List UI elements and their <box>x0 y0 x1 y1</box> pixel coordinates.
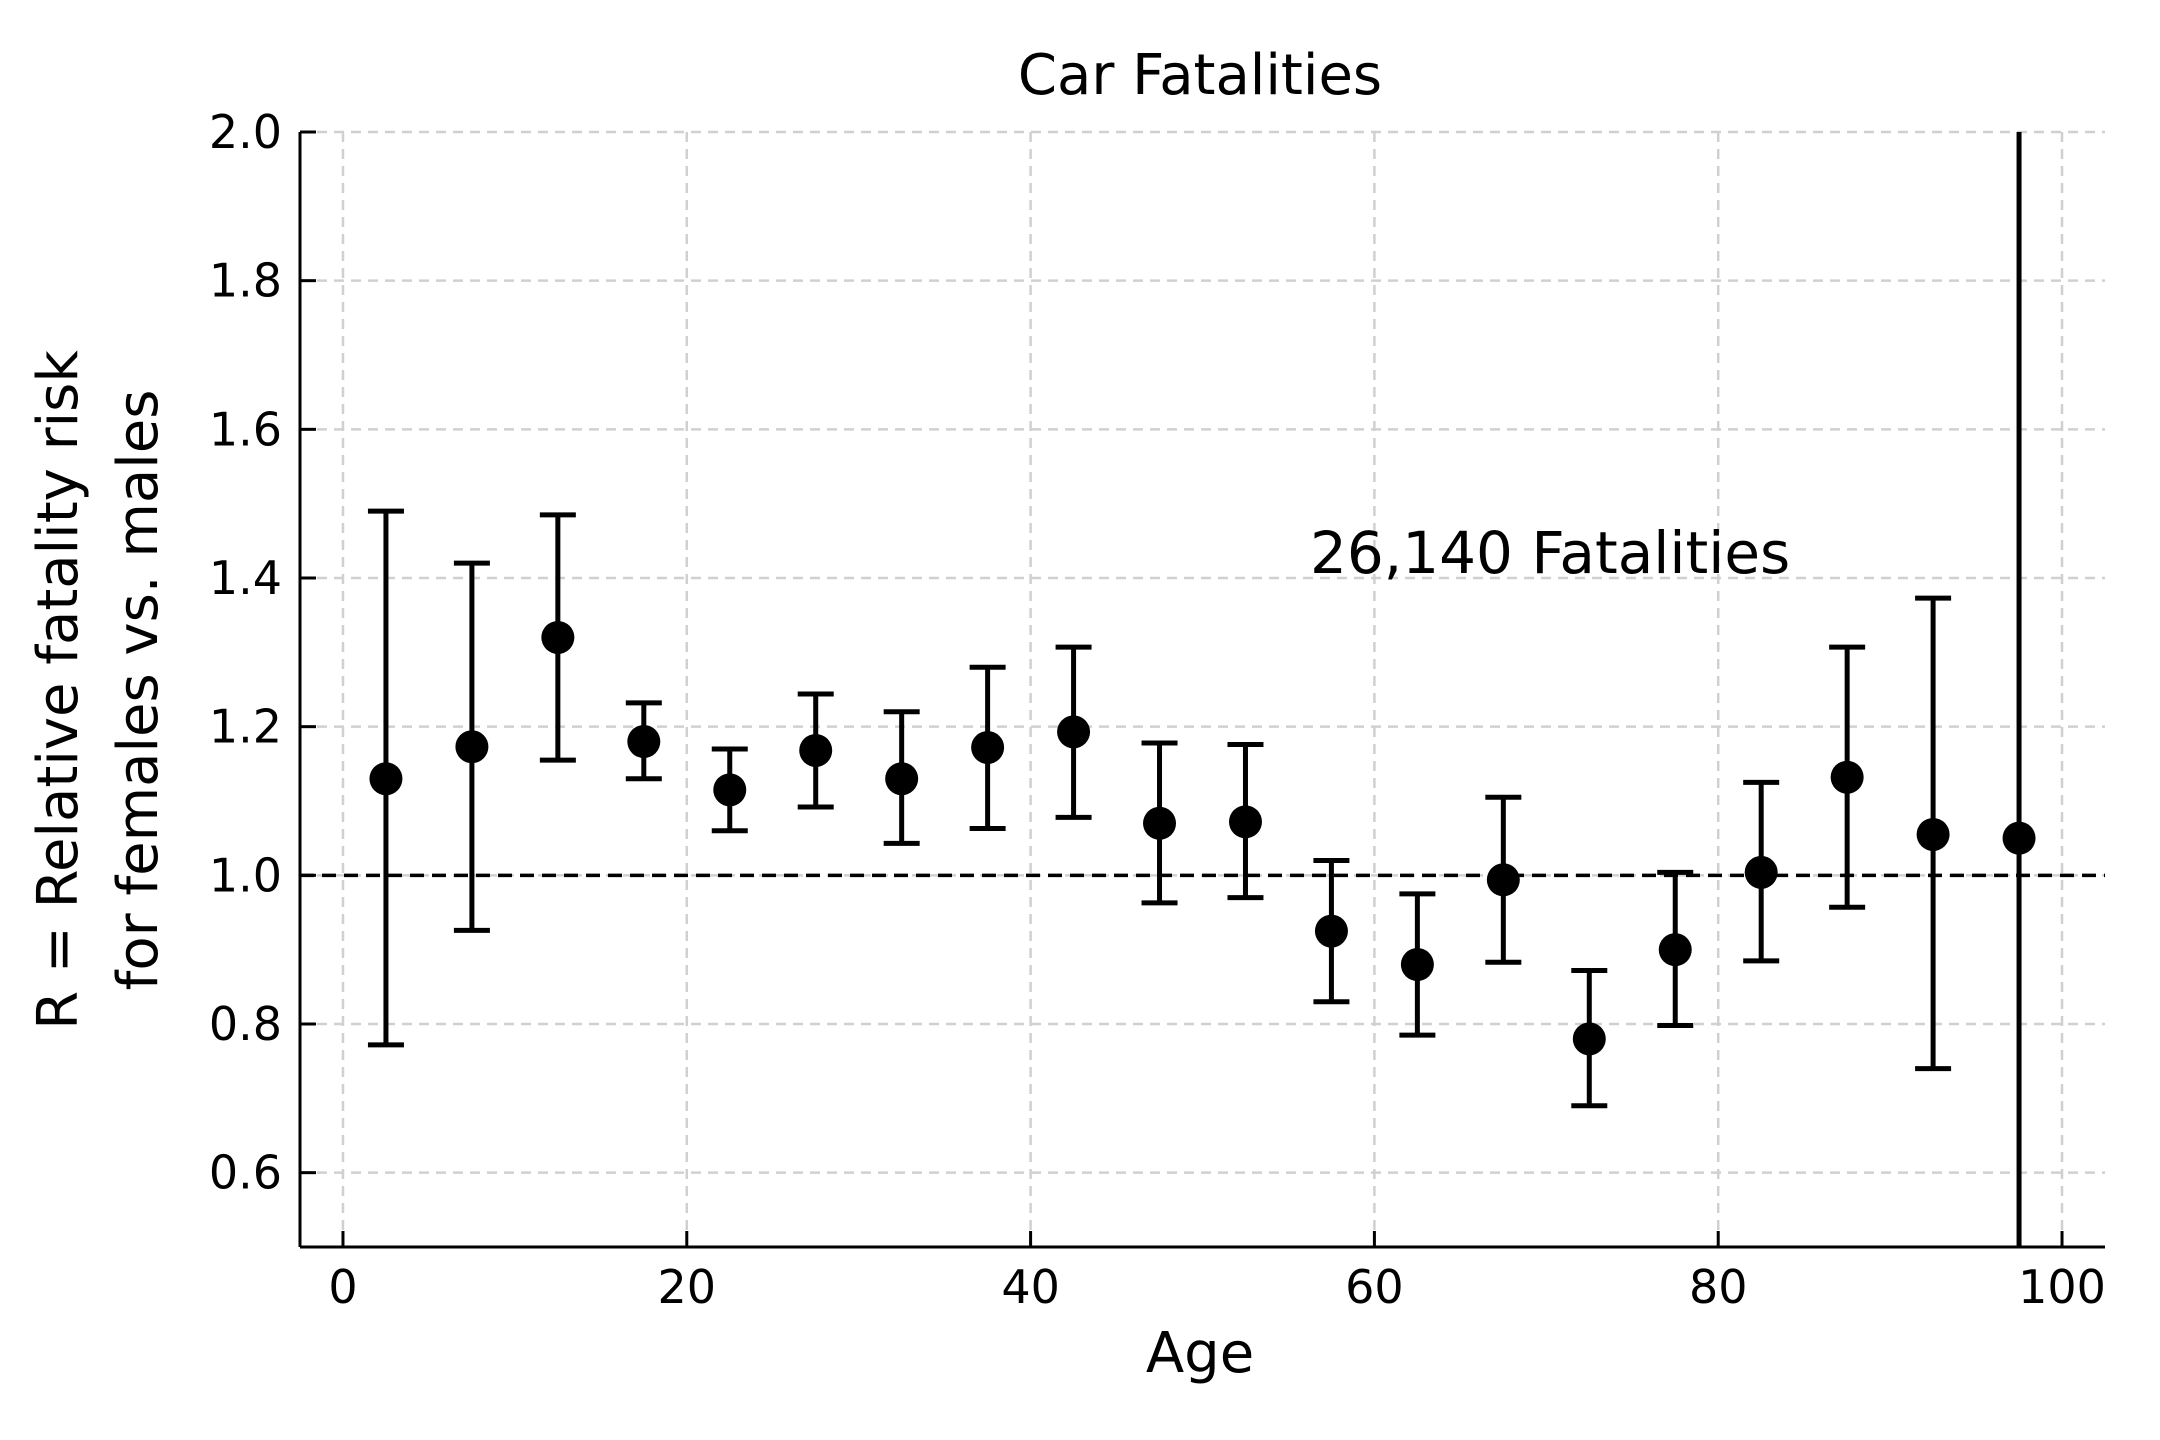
y-tick-label: 1.8 <box>209 254 282 308</box>
x-axis-label: Age <box>1146 1321 1254 1386</box>
data-point <box>1143 806 1177 840</box>
data-point <box>1314 914 1348 948</box>
data-point <box>885 762 919 796</box>
error-bars <box>367 132 2036 1247</box>
data-point <box>2002 821 2036 855</box>
axes <box>298 130 2105 1249</box>
y-tick-label: 1.6 <box>209 402 282 456</box>
data-point <box>1400 948 1434 982</box>
y-axis-label-line2: for females vs. males <box>106 390 171 991</box>
x-tick-label: 20 <box>658 1260 717 1314</box>
y-tick-label: 1.4 <box>209 551 282 605</box>
data-point <box>1572 1022 1606 1056</box>
data-point <box>971 730 1005 764</box>
y-tick-label: 2.0 <box>209 105 282 159</box>
data-point <box>455 730 489 764</box>
x-tick-label: 80 <box>1689 1260 1748 1314</box>
data-point <box>1744 855 1778 889</box>
data-point <box>1486 863 1520 897</box>
y-tick-label: 1.0 <box>209 848 282 902</box>
data-point <box>1916 817 1950 851</box>
data-point <box>1830 760 1864 794</box>
x-tick-label: 40 <box>1001 1260 1060 1314</box>
y-axis-label-line1: R = Relative fatality risk <box>26 350 91 1030</box>
data-point <box>799 733 833 767</box>
y-tick-label: 1.2 <box>209 700 282 754</box>
data-point <box>541 620 575 654</box>
y-axis-label: R = Relative fatality risk for females v… <box>26 350 171 1030</box>
data-point <box>1057 715 1091 749</box>
tick-labels: 0 20 40 60 80 100 0.6 0.8 1.0 1.2 1.4 1.6 1.8 2.0 <box>209 105 2106 1314</box>
data-point <box>1228 805 1262 839</box>
chart-title: Car Fatalities <box>1018 43 1382 108</box>
fatalities-annotation: 26,140 Fatalities <box>1310 519 1790 587</box>
y-tick-label: 0.8 <box>209 997 282 1051</box>
grid-lines <box>300 130 2105 1247</box>
data-point <box>1658 933 1692 967</box>
data-point <box>627 725 661 759</box>
x-tick-label: 60 <box>1345 1260 1404 1314</box>
x-tick-label: 100 <box>2018 1260 2106 1314</box>
data-point <box>713 773 747 807</box>
y-tick-label: 0.6 <box>209 1146 282 1200</box>
x-tick-label: 0 <box>328 1260 357 1314</box>
data-point <box>369 762 403 796</box>
